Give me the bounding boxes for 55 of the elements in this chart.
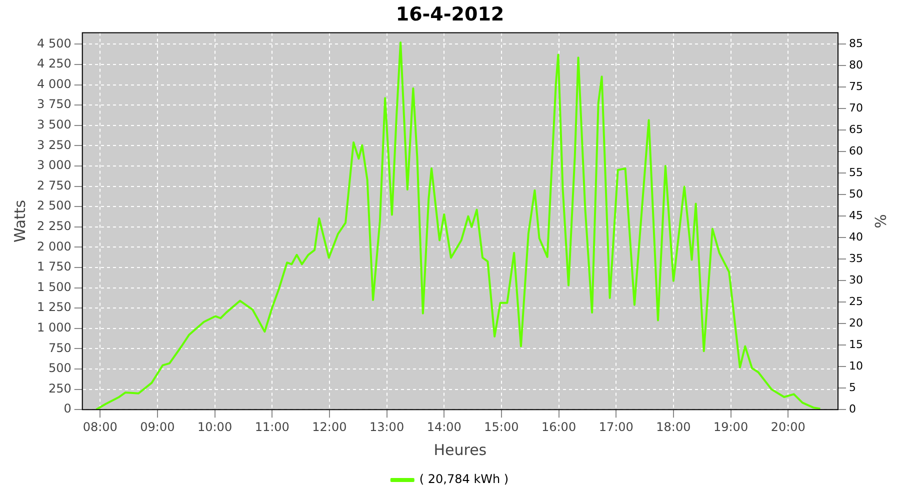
y-tick-label: 0 (64, 402, 72, 416)
y-tick-label: 2 500 (36, 198, 72, 213)
x-axis-title: Heures (434, 440, 487, 459)
x-tick-label: 15:00 (484, 420, 519, 434)
y-tick-label: 1 000 (36, 320, 72, 335)
x-tick-label: 19:00 (713, 420, 748, 434)
y2-tick-label: 20 (849, 316, 864, 330)
y-tick-label: 3 750 (36, 97, 72, 112)
x-tick-label: 09:00 (140, 420, 175, 434)
y2-tick-label: 10 (849, 359, 864, 372)
x-tick-label: 10:00 (197, 420, 232, 434)
y-tick-label: 750 (48, 340, 72, 355)
y-tick-label: 1 500 (36, 280, 72, 294)
x-tick-label: 11:00 (254, 420, 290, 434)
y2-tick-label: 5 (849, 380, 856, 394)
x-tick-label: 20:00 (770, 420, 806, 434)
x-tick-label: 16:00 (541, 420, 576, 434)
y2-tick-label: 30 (849, 273, 864, 286)
y2-tick-label: 25 (849, 294, 864, 308)
y-tick-label: 1 250 (36, 300, 72, 314)
y2-tick-label: 15 (849, 338, 864, 351)
y-tick-label: 3 000 (36, 158, 72, 172)
y-axis-title: Watts (10, 200, 29, 243)
y2-tick-label: 55 (849, 166, 864, 179)
chart-title: 16-4-2012 (396, 3, 504, 26)
y2-tick-label: 70 (849, 101, 864, 114)
y-tick-label: 250 (48, 381, 72, 396)
y2-tick-label: 85 (849, 36, 864, 50)
x-tick-label: 14:00 (426, 420, 462, 434)
y2-tick-label: 0 (849, 402, 856, 416)
y2-tick-label: 65 (849, 122, 864, 136)
y-tick-label: 2 750 (36, 178, 72, 192)
x-tick-label: 12:00 (312, 420, 347, 434)
y-tick-label: 500 (48, 361, 72, 376)
x-tick-label: 18:00 (656, 420, 691, 434)
y2-tick-label: 75 (849, 80, 864, 93)
y-tick-label: 3 250 (36, 138, 72, 152)
y2-tick-label: 60 (849, 144, 864, 158)
y-tick-label: 4 250 (36, 56, 72, 71)
y2-axis-title: % (871, 214, 890, 228)
x-tick-label: 17:00 (598, 420, 634, 434)
x-tick-label: 13:00 (369, 420, 404, 434)
y2-tick-label: 35 (849, 252, 864, 265)
legend-label: ( 20,784 kWh ) (419, 472, 509, 486)
y-tick-label: 2 250 (36, 219, 72, 234)
y-tick-label: 3 500 (36, 118, 72, 132)
y-tick-label: 2 000 (36, 239, 72, 254)
y-tick-label: 1 750 (36, 260, 72, 274)
y2-tick-label: 40 (849, 230, 864, 244)
y-tick-label: 4 500 (36, 36, 72, 50)
y-tick-label: 4 000 (36, 76, 72, 91)
y2-tick-label: 45 (849, 208, 864, 222)
y2-tick-label: 80 (849, 58, 864, 72)
y2-tick-label: 50 (849, 187, 864, 200)
x-tick-label: 08:00 (82, 420, 118, 434)
